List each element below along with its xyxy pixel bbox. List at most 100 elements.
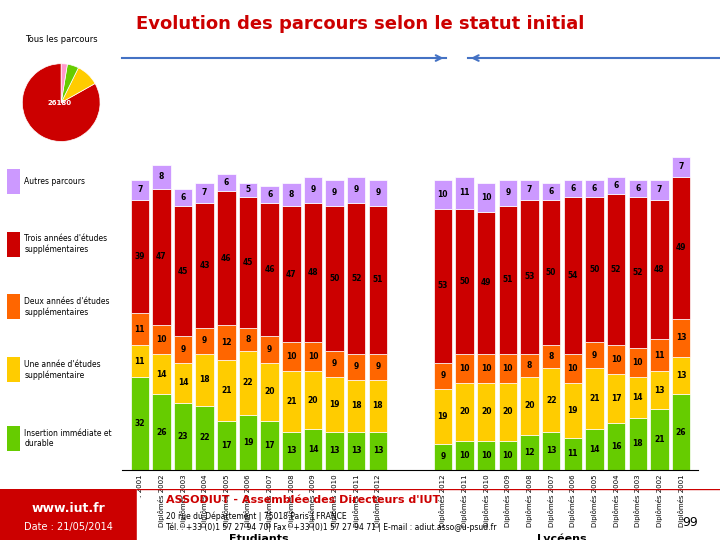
Wedge shape [61, 64, 68, 103]
Bar [672, 319, 690, 357]
Text: 9: 9 [354, 362, 359, 372]
Text: Tous les parcours: Tous les parcours [25, 35, 97, 44]
Text: 9: 9 [440, 371, 446, 380]
Bar [347, 177, 366, 203]
Bar [174, 336, 192, 362]
Bar [629, 377, 647, 417]
Text: 21: 21 [221, 386, 232, 395]
Text: 14: 14 [589, 445, 600, 454]
Text: 13: 13 [373, 447, 383, 455]
Text: 12: 12 [524, 448, 535, 457]
Text: 6: 6 [635, 184, 640, 193]
Text: 46: 46 [221, 254, 232, 262]
Bar [130, 200, 149, 313]
Text: Date : 21/05/2014: Date : 21/05/2014 [24, 522, 113, 532]
Text: 13: 13 [351, 447, 361, 455]
Text: 19: 19 [329, 400, 340, 409]
Bar [130, 313, 149, 345]
Text: 20: 20 [307, 396, 318, 404]
Text: 26180: 26180 [48, 99, 71, 106]
Text: Evolution des parcours selon le statut initial: Evolution des parcours selon le statut i… [136, 15, 584, 33]
Text: 19: 19 [438, 411, 448, 421]
Text: 10: 10 [611, 355, 621, 364]
Text: 13: 13 [546, 447, 557, 455]
Text: 6: 6 [613, 181, 618, 190]
Text: 9: 9 [375, 188, 381, 197]
Bar [542, 183, 560, 200]
Bar [650, 371, 669, 409]
Text: 10: 10 [503, 451, 513, 460]
Bar [347, 354, 366, 380]
Bar [629, 197, 647, 348]
Bar [217, 421, 235, 470]
Bar [499, 383, 517, 441]
Bar [564, 180, 582, 197]
Bar [130, 377, 149, 470]
Bar [607, 194, 625, 345]
Text: 14: 14 [307, 445, 318, 454]
Bar [585, 342, 603, 368]
Text: 13: 13 [329, 447, 340, 455]
Text: 53: 53 [524, 273, 535, 281]
Bar [261, 203, 279, 336]
Text: 13: 13 [676, 371, 686, 380]
Text: 10: 10 [286, 352, 297, 361]
Text: 7: 7 [657, 185, 662, 194]
Text: 99: 99 [683, 516, 698, 529]
FancyBboxPatch shape [7, 232, 20, 257]
Text: 10: 10 [481, 451, 492, 460]
Text: 50: 50 [589, 265, 600, 274]
Text: 10: 10 [503, 364, 513, 373]
Wedge shape [61, 68, 95, 103]
Text: 8: 8 [289, 190, 294, 199]
Bar [650, 409, 669, 470]
Bar [282, 342, 300, 371]
FancyBboxPatch shape [7, 169, 20, 194]
Bar [152, 394, 171, 470]
Bar [650, 200, 669, 339]
Bar [239, 351, 257, 415]
Text: 20: 20 [524, 402, 535, 410]
Text: 47: 47 [156, 252, 167, 261]
Text: 13: 13 [286, 447, 297, 455]
Text: 52: 52 [611, 265, 621, 274]
Bar [152, 354, 171, 394]
Text: 9: 9 [202, 336, 207, 345]
Text: 13: 13 [676, 333, 686, 342]
Bar [542, 345, 560, 368]
Text: 6: 6 [592, 184, 597, 193]
Text: 43: 43 [199, 261, 210, 270]
Bar [477, 183, 495, 212]
Bar [304, 203, 322, 342]
Bar [477, 354, 495, 383]
Text: 6: 6 [570, 184, 575, 193]
Bar [607, 374, 625, 423]
Text: 10: 10 [567, 364, 578, 373]
Bar [325, 432, 344, 470]
Bar [282, 371, 300, 432]
Text: 45: 45 [178, 267, 188, 275]
Text: 10: 10 [459, 451, 469, 460]
Text: 20: 20 [503, 407, 513, 416]
Text: 11: 11 [654, 351, 665, 360]
Bar [239, 415, 257, 470]
Bar [369, 380, 387, 432]
Bar [325, 377, 344, 432]
Bar [261, 336, 279, 362]
Bar [433, 209, 452, 362]
Bar [455, 177, 474, 209]
Bar [629, 417, 647, 470]
Text: Etudiants: Etudiants [229, 534, 289, 540]
Text: 9: 9 [267, 345, 272, 354]
Bar [607, 423, 625, 470]
Text: 12: 12 [221, 338, 232, 347]
Text: 6: 6 [549, 187, 554, 196]
Bar [433, 444, 452, 470]
Bar [174, 362, 192, 403]
Bar [174, 206, 192, 336]
Bar [629, 348, 647, 377]
Bar [607, 345, 625, 374]
Text: 8: 8 [246, 335, 251, 344]
Bar [564, 383, 582, 438]
Text: 10: 10 [156, 335, 166, 344]
